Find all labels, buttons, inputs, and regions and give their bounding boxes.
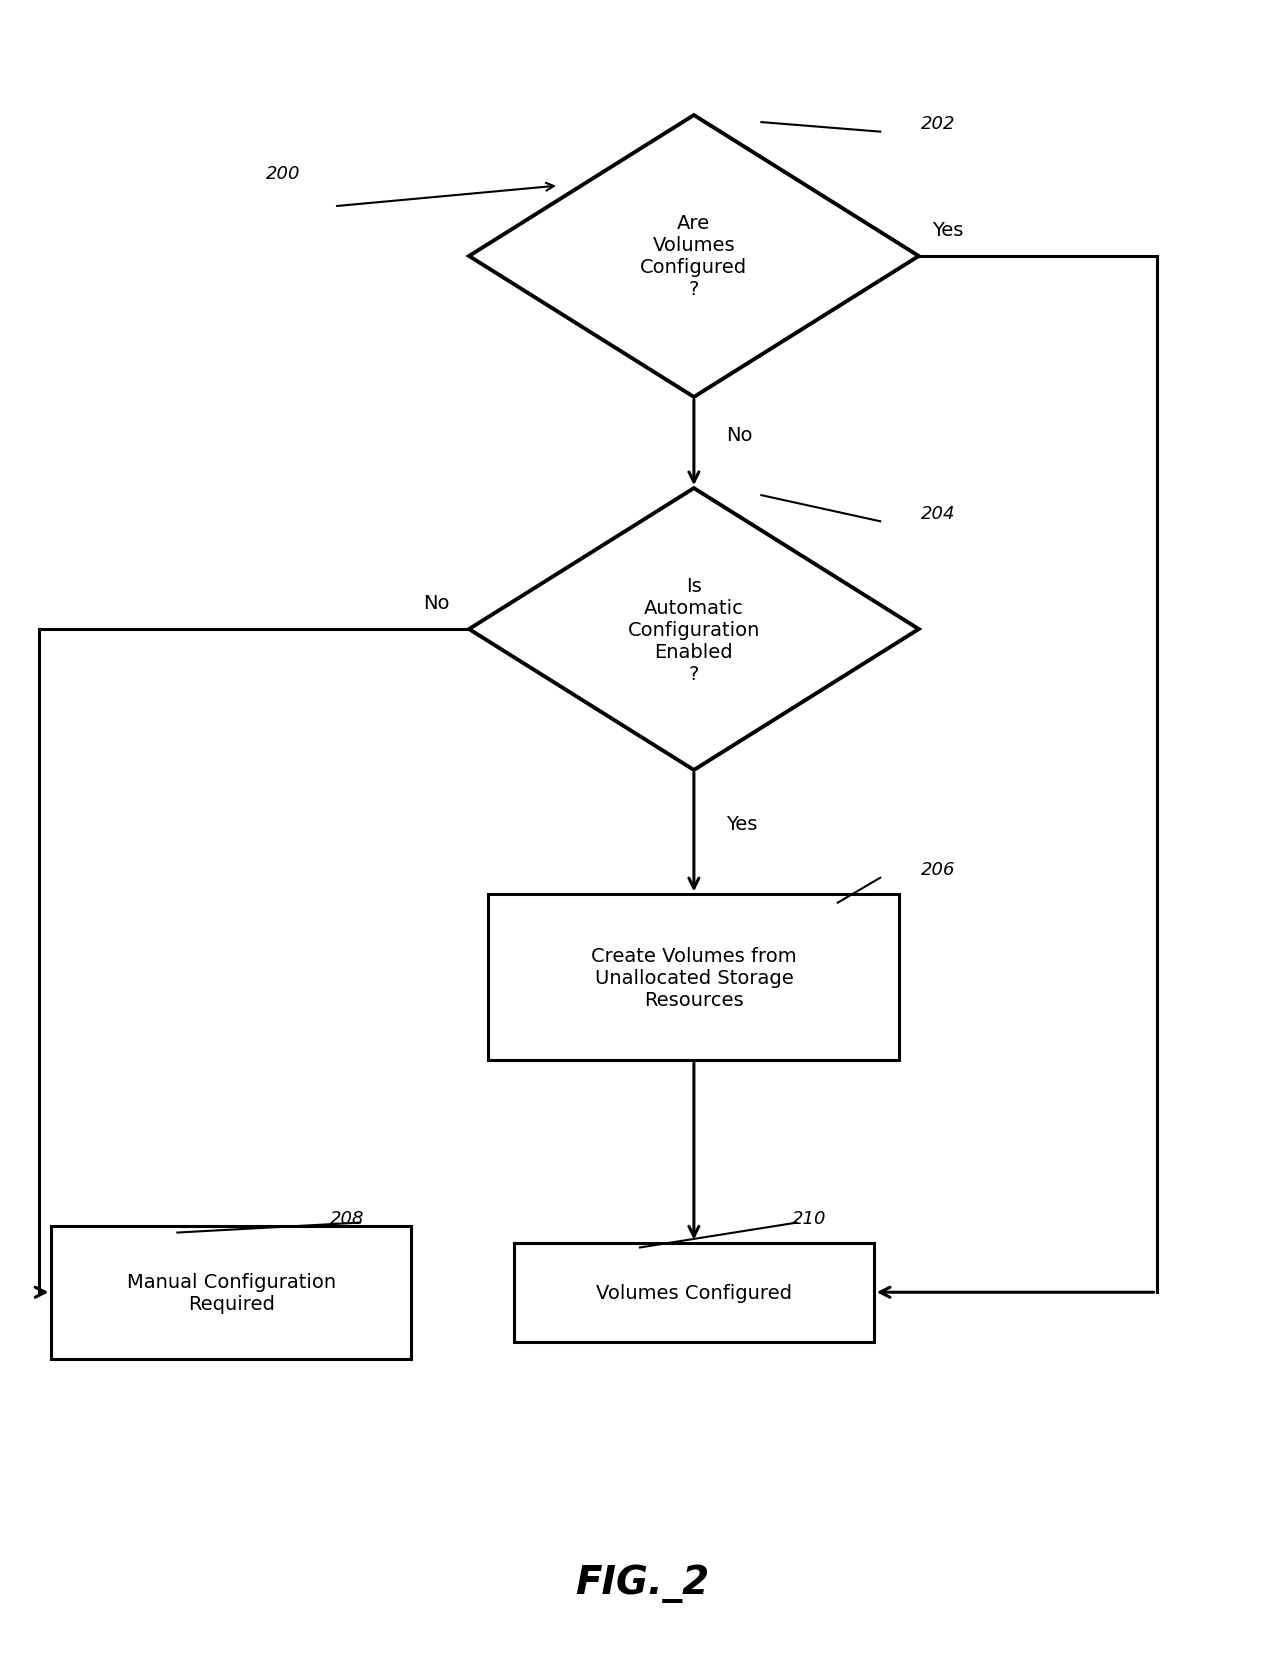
Text: Create Volumes from
Unallocated Storage
Resources: Create Volumes from Unallocated Storage … [591,946,797,1009]
Text: No: No [726,426,753,444]
Text: Are
Volumes
Configured
?: Are Volumes Configured ? [640,214,748,300]
Text: 200: 200 [266,166,299,182]
Polygon shape [469,489,919,771]
FancyBboxPatch shape [488,895,900,1060]
Text: 210: 210 [793,1210,826,1226]
Text: No: No [423,595,450,613]
Text: 204: 204 [921,505,955,522]
Text: Yes: Yes [932,222,962,240]
Text: Yes: Yes [726,815,757,833]
Polygon shape [469,116,919,398]
FancyBboxPatch shape [51,1226,411,1359]
FancyBboxPatch shape [514,1243,874,1342]
Text: Manual Configuration
Required: Manual Configuration Required [127,1273,335,1312]
Text: Volumes Configured: Volumes Configured [596,1283,792,1302]
Text: 208: 208 [330,1210,364,1226]
Text: Is
Automatic
Configuration
Enabled
?: Is Automatic Configuration Enabled ? [627,577,761,683]
Text: 206: 206 [921,862,955,878]
Text: FIG._2: FIG._2 [576,1563,709,1602]
Text: 202: 202 [921,116,955,133]
